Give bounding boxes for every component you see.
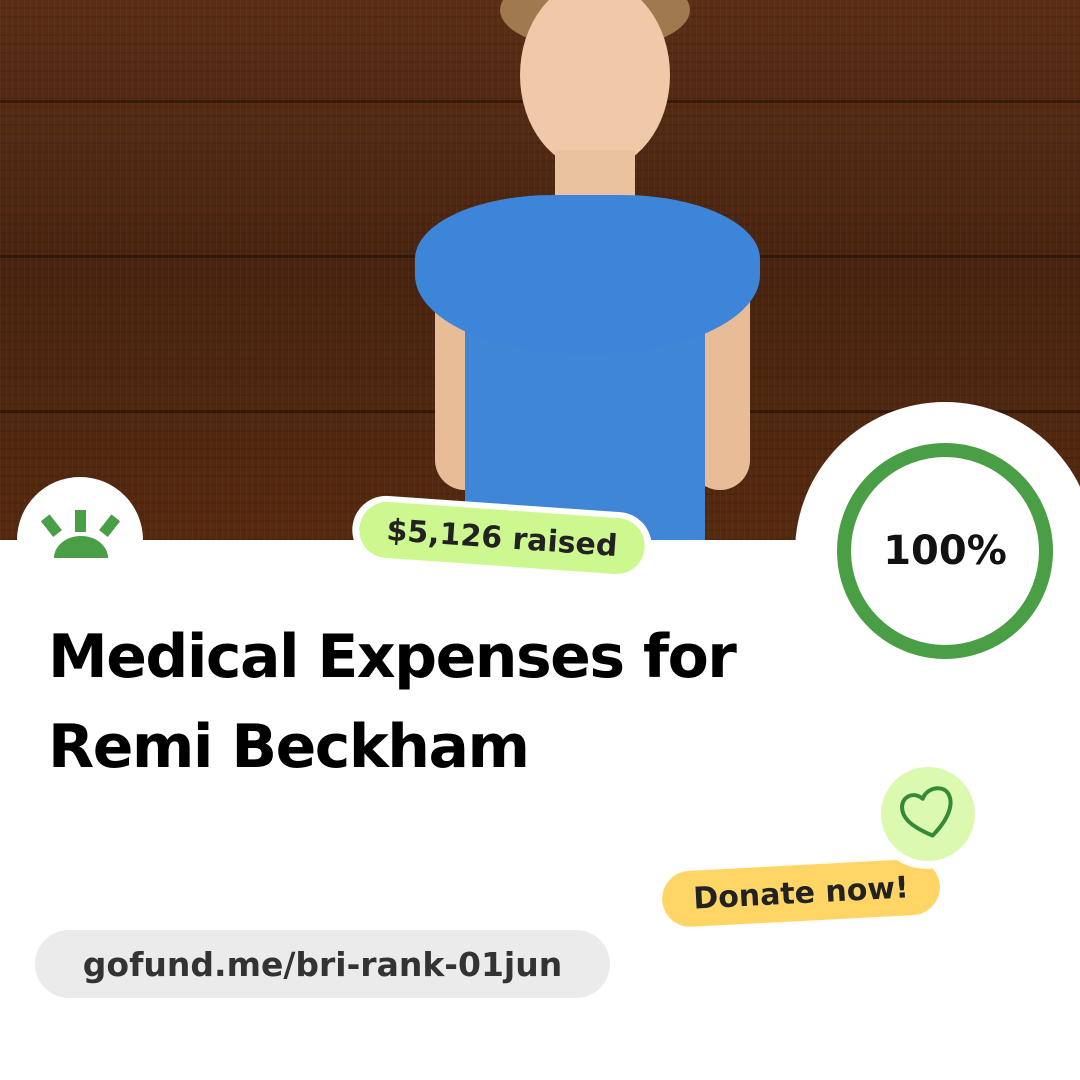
campaign-url-link[interactable]: gofund.me/bri-rank-01jun <box>35 930 610 998</box>
title-line-2: Remi Beckham <box>48 712 530 782</box>
heart-icon <box>900 786 953 838</box>
child-face <box>520 0 670 170</box>
heart-badge <box>871 757 983 869</box>
donate-now-label: Donate now! <box>660 857 942 929</box>
progress-label: 100% <box>883 528 1007 574</box>
campaign-title: Medical Expenses for Remi Beckham <box>48 612 737 792</box>
campaign-photo <box>0 0 1080 540</box>
title-line-1: Medical Expenses for <box>48 622 737 692</box>
raised-amount: $5,126 raised <box>357 500 647 576</box>
dress-ruffle <box>415 195 760 355</box>
gofundme-sun-logo-icon <box>40 510 121 558</box>
progress-ring: 100% <box>837 443 1053 659</box>
